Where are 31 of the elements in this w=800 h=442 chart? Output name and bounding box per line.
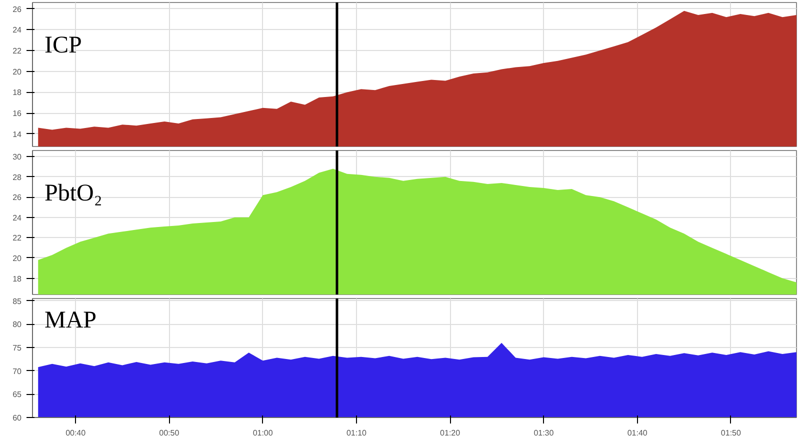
x-tick-label: 01:30 [534,428,554,438]
annotation: MAP [44,308,97,334]
y-tick-label: 75 [12,344,22,352]
y-tick-label: 85 [12,296,22,306]
y-tick-label: 26 [12,4,22,14]
annotation: PbtO₂ [44,180,102,206]
y-tick-label: 26 [12,193,22,202]
y-tick-label: 22 [12,46,22,56]
annotation: ICP [44,32,82,58]
y-tick-label: 30 [12,152,22,162]
y-tick-label: 24 [12,213,22,222]
y-tick-label: 24 [12,26,22,35]
y-tick-label: 14 [12,130,22,139]
x-tick-label: 00:50 [159,428,180,438]
y-tick-label: 70 [12,366,22,376]
y-tick-label: 80 [12,320,22,330]
y-tick-label: 16 [12,109,22,118]
y-tick-label: 60 [12,414,22,422]
x-tick-label: 01:40 [627,428,648,438]
y-tick-label: 65 [12,390,22,400]
x-tick-label: 01:00 [252,428,274,438]
x-tick-label: 00:40 [66,428,86,438]
y-tick-label: 20 [12,67,22,76]
y-tick-label: 18 [12,88,22,98]
x-tick-label: 01:10 [346,428,368,438]
y-tick-label: 22 [12,234,22,243]
x-tick-label: 01:20 [440,428,461,438]
y-tick-label: 18 [12,274,22,284]
x-tick-label: 01:50 [720,428,742,438]
y-tick-label: 20 [12,254,22,263]
y-tick-label: 28 [12,172,22,182]
